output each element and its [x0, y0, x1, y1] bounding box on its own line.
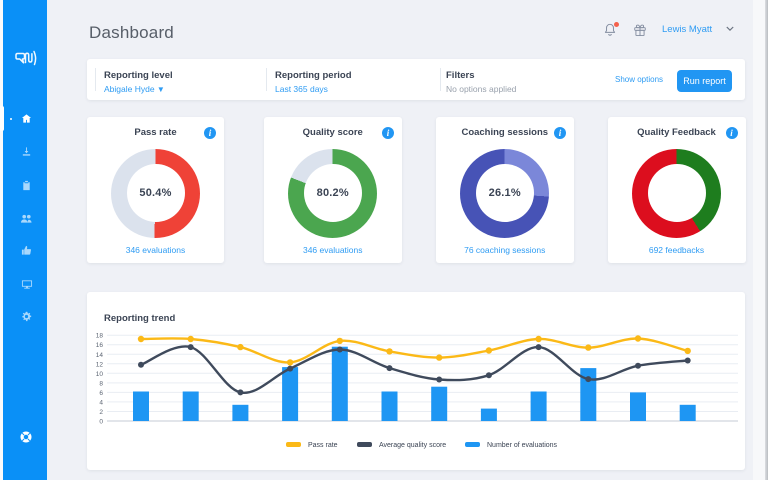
svg-text:Number of evaluations: Number of evaluations [487, 442, 558, 449]
svg-text:Average quality score: Average quality score [379, 442, 446, 449]
svg-text:8: 8 [99, 380, 103, 387]
svg-text:16: 16 [96, 342, 104, 349]
svg-text:0: 0 [99, 419, 103, 426]
svg-text:6: 6 [99, 390, 103, 397]
svg-text:2: 2 [99, 409, 103, 416]
svg-text:4: 4 [99, 399, 103, 406]
svg-text:12: 12 [96, 361, 104, 368]
svg-text:18: 18 [96, 333, 104, 340]
svg-text:Pass rate: Pass rate [308, 442, 338, 449]
svg-text:14: 14 [96, 352, 104, 359]
svg-text:10: 10 [96, 371, 104, 378]
